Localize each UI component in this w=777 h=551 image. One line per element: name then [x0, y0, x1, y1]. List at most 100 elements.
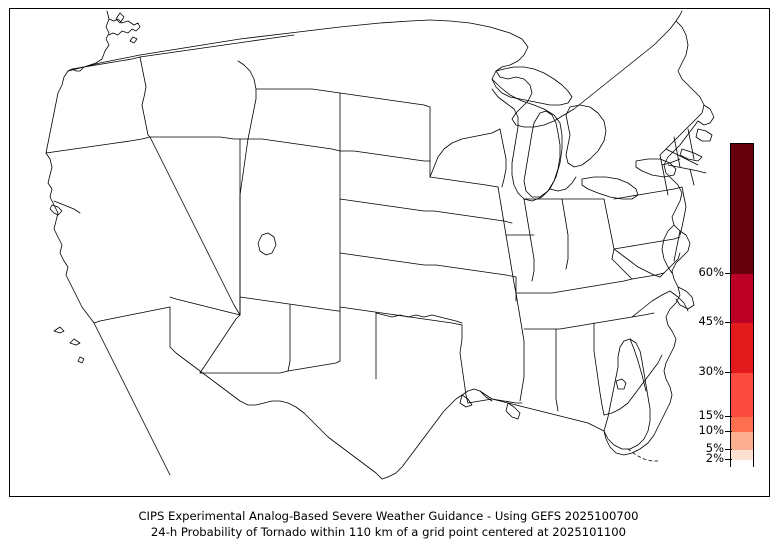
border-wi-mn-river: [499, 128, 507, 188]
border-canada-central: [429, 10, 683, 128]
border-or-ca-nv: [45, 136, 151, 154]
lake-ontario: [635, 158, 677, 178]
border-nc-sc-ga: [631, 290, 671, 318]
border-ar-ms-mississippi: [515, 292, 525, 354]
maine-coast: [697, 104, 715, 126]
border-pa-md-wv: [613, 236, 681, 250]
border-wa-or: [71, 56, 141, 70]
colorbar-segment-45-60: [731, 274, 753, 323]
channel-island-3: [77, 356, 85, 364]
border-ks-mo-ar: [435, 264, 517, 278]
lake-huron: [565, 104, 607, 168]
border-mn-ia: [429, 176, 499, 188]
michigan-lower-outline: [491, 78, 563, 202]
outer-banks: [675, 286, 695, 310]
border-ia-wi-il: [497, 186, 507, 236]
olympic-peninsula: [115, 12, 125, 24]
border-ut-west: [239, 138, 249, 316]
border-az-mexico: [199, 370, 289, 374]
border-tx-la: [459, 324, 469, 404]
border-or-id: [141, 104, 151, 138]
border-nh-me: [687, 128, 695, 160]
border-il-in: [523, 198, 535, 282]
map-panel: [9, 8, 770, 497]
border-id-nv-ut: [149, 136, 249, 140]
border-ny-ct-nj: [679, 186, 687, 236]
border-mexico-horizontal: [93, 306, 171, 324]
lake-superior: [491, 66, 573, 106]
border-canada-west: [67, 19, 431, 72]
florida-peninsula: [603, 338, 651, 450]
border-ky-tn: [515, 278, 633, 294]
colorbar-segment-2-5: [731, 450, 753, 460]
border-vt-nh: [673, 136, 681, 168]
border-oh-wv-pa: [603, 198, 615, 260]
border-wv-va: [611, 258, 633, 280]
border-ks-ok: [339, 252, 437, 266]
colorbar-segment-below-2: [731, 460, 753, 474]
conus-map: [45, 10, 715, 480]
lake-erie: [581, 176, 639, 200]
border-ca-az: [199, 314, 241, 374]
border-la-ms: [519, 352, 525, 402]
border-ma-ct-ri: [667, 164, 707, 174]
border-wa-id: [139, 56, 147, 106]
border-ok-tx-panhandle: [339, 306, 463, 326]
long-island-sound: [661, 158, 681, 166]
bay-delta: [53, 200, 81, 214]
map-outlines: [45, 10, 715, 480]
border-sc-coast-inner: [669, 290, 689, 312]
border-ne-ia-mo: [433, 210, 513, 224]
border-mt-wy: [255, 88, 355, 96]
border-ny-vt-ma: [659, 154, 669, 196]
coastline-pacific: [45, 70, 171, 476]
mississippi-delta: [505, 402, 521, 420]
channel-island-2: [69, 338, 81, 346]
border-nm-mexico: [287, 360, 341, 372]
border-ms-al: [555, 328, 559, 412]
border-ca-nv: [149, 136, 241, 316]
border-ct-ri: [689, 168, 695, 186]
figure-caption: CIPS Experimental Analog-Based Severe We…: [0, 508, 777, 540]
border-va-nc: [631, 272, 665, 280]
colorbar-segment-15-30: [731, 373, 753, 417]
michigan-thumb: [549, 176, 577, 192]
border-id-mt: [237, 60, 257, 140]
island-detail-wa: [129, 36, 138, 44]
coastline-washington: [67, 10, 110, 72]
border-sd-ne: [339, 150, 431, 162]
border-mo-il-mississippi: [505, 234, 517, 294]
coastline-gulf: [381, 388, 605, 480]
border-al-ga: [593, 322, 605, 416]
probability-colorbar: [730, 143, 754, 474]
border-ga-fl: [603, 354, 663, 416]
colorbar-segment-5-10: [731, 432, 753, 450]
border-tn-ms-al-ga: [523, 312, 655, 330]
caption-line-1: CIPS Experimental Analog-Based Severe We…: [138, 509, 639, 523]
great-salt-lake: [257, 232, 277, 256]
colorbar-segment-30-45: [731, 323, 753, 373]
border-in-oh: [561, 198, 569, 270]
matagorda-bay: [459, 394, 473, 408]
border-wv-md-va: [613, 248, 661, 278]
florida-keys: [627, 448, 661, 462]
border-mt-canada-line: [139, 34, 295, 58]
puget-sound: [108, 18, 141, 36]
long-island: [679, 148, 703, 162]
border-mn-wi: [429, 128, 501, 178]
channel-island-1: [53, 326, 65, 334]
maine-border: [659, 20, 705, 156]
coastline-atlantic: [603, 120, 699, 456]
border-pa-ny: [613, 186, 683, 200]
cape-cod: [695, 128, 713, 142]
lake-okeechobee: [615, 378, 627, 390]
border-ne-ks: [339, 198, 435, 212]
border-ut-az-co-nm: [239, 296, 341, 312]
border-wy-ut-co: [247, 138, 341, 152]
michigan-west-shore: [491, 88, 519, 194]
border-vt-nh-ma-line: [665, 148, 699, 166]
san-francisco-bay: [49, 204, 63, 216]
coast-la-inner: [467, 398, 523, 404]
colorbar-segment-10-15: [731, 417, 753, 432]
